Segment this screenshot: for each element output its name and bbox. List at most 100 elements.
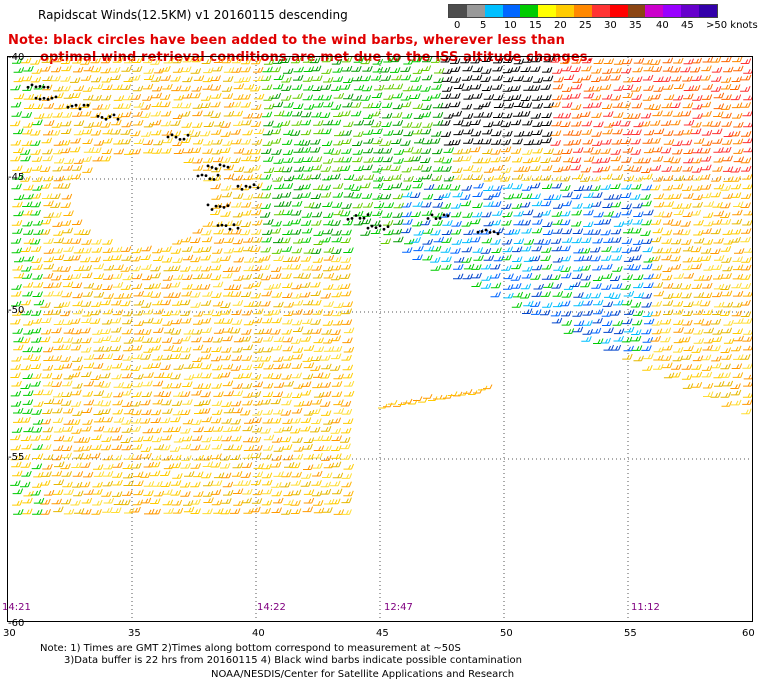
colorbar-label: 25 bbox=[579, 20, 592, 31]
wind-barb bbox=[520, 95, 532, 101]
wind-barb bbox=[252, 355, 263, 362]
contamination-dot bbox=[492, 230, 496, 234]
wind-barb bbox=[23, 229, 34, 235]
wind-barb bbox=[561, 272, 572, 279]
wind-barb bbox=[633, 175, 644, 182]
contamination-dot bbox=[34, 96, 38, 100]
wind-barb bbox=[110, 345, 122, 352]
wind-barb bbox=[182, 399, 193, 405]
wind-barb bbox=[302, 400, 313, 406]
wind-barb bbox=[640, 193, 651, 200]
wind-barb bbox=[292, 299, 304, 306]
wind-barb bbox=[192, 372, 203, 379]
wind-barb bbox=[351, 75, 363, 82]
wind-barb bbox=[141, 409, 152, 415]
wind-barb bbox=[51, 66, 62, 73]
wind-barb bbox=[743, 247, 752, 253]
wind-barb bbox=[61, 498, 72, 505]
wind-barb bbox=[672, 148, 683, 155]
wind-barb bbox=[572, 77, 583, 83]
wind-barb bbox=[220, 462, 231, 469]
wind-barb bbox=[351, 101, 362, 108]
wind-barb bbox=[591, 112, 602, 118]
wind-barb bbox=[590, 175, 601, 182]
wind-barb bbox=[293, 103, 304, 109]
wind-barb bbox=[223, 237, 235, 243]
wind-barb bbox=[582, 57, 593, 64]
wind-barb bbox=[408, 399, 418, 405]
contamination-dot bbox=[170, 133, 174, 137]
wind-barb bbox=[283, 68, 294, 74]
wind-barb bbox=[511, 302, 523, 308]
wind-barb bbox=[32, 291, 43, 297]
wind-barb bbox=[160, 364, 171, 370]
wind-barb bbox=[402, 191, 413, 198]
wind-barb bbox=[140, 103, 152, 110]
wind-barb bbox=[323, 254, 335, 261]
wind-barb bbox=[81, 445, 92, 451]
wind-barb bbox=[262, 382, 274, 389]
wind-barb bbox=[582, 138, 594, 145]
wind-barb bbox=[251, 265, 262, 272]
wind-barb bbox=[730, 183, 742, 190]
wind-barb bbox=[331, 229, 342, 236]
wind-barb bbox=[341, 203, 352, 209]
wind-barb bbox=[281, 373, 292, 380]
wind-barb bbox=[372, 58, 384, 65]
wind-barb bbox=[30, 76, 42, 83]
wind-barb bbox=[231, 291, 242, 297]
wind-barb bbox=[81, 128, 93, 135]
wind-barb bbox=[81, 407, 93, 413]
wind-barb bbox=[60, 310, 71, 317]
wind-barb bbox=[201, 327, 212, 333]
wind-barb bbox=[611, 67, 622, 74]
wind-barb bbox=[170, 75, 181, 82]
wind-barb bbox=[282, 166, 293, 173]
wind-barb bbox=[353, 210, 364, 217]
wind-barb bbox=[142, 95, 153, 101]
wind-barb bbox=[22, 209, 33, 216]
wind-barb bbox=[643, 65, 654, 72]
wind-barb bbox=[592, 275, 604, 281]
wind-barb bbox=[401, 166, 413, 173]
wind-barb bbox=[243, 265, 254, 272]
wind-barb bbox=[410, 211, 422, 217]
wind-barb bbox=[102, 480, 114, 487]
wind-barb bbox=[193, 310, 204, 317]
wind-barb bbox=[572, 326, 584, 333]
wind-barb bbox=[382, 219, 394, 226]
wind-barb bbox=[602, 173, 613, 180]
wind-barb bbox=[142, 427, 154, 434]
wind-barb bbox=[643, 256, 654, 263]
wind-barb bbox=[43, 355, 54, 361]
wind-barb bbox=[282, 149, 294, 155]
wind-barb bbox=[372, 128, 383, 134]
wind-barb bbox=[341, 427, 352, 434]
wind-barb bbox=[172, 238, 183, 245]
wind-barb bbox=[120, 246, 132, 252]
wind-barb bbox=[471, 74, 483, 81]
wind-barb bbox=[711, 66, 723, 73]
wind-barb bbox=[32, 418, 44, 425]
wind-barb bbox=[230, 508, 241, 514]
wind-barb bbox=[740, 202, 751, 208]
wind-barb bbox=[152, 85, 163, 92]
wind-barb bbox=[10, 101, 22, 108]
wind-barb bbox=[142, 274, 153, 281]
wind-barb bbox=[461, 184, 473, 191]
wind-barb bbox=[710, 248, 721, 254]
wind-barb bbox=[83, 94, 94, 101]
wind-barb bbox=[42, 112, 53, 119]
wind-barb bbox=[282, 318, 293, 325]
wind-barb bbox=[290, 508, 302, 514]
wind-barb bbox=[331, 445, 342, 451]
wind-barb bbox=[233, 480, 244, 486]
wind-barb bbox=[720, 77, 732, 83]
wind-barb bbox=[520, 283, 532, 290]
wind-barb bbox=[740, 299, 751, 306]
wind-barb bbox=[93, 273, 105, 279]
wind-barb bbox=[31, 257, 42, 263]
wind-barb bbox=[590, 185, 601, 191]
wind-barb bbox=[240, 409, 251, 416]
wind-barb bbox=[553, 112, 564, 119]
